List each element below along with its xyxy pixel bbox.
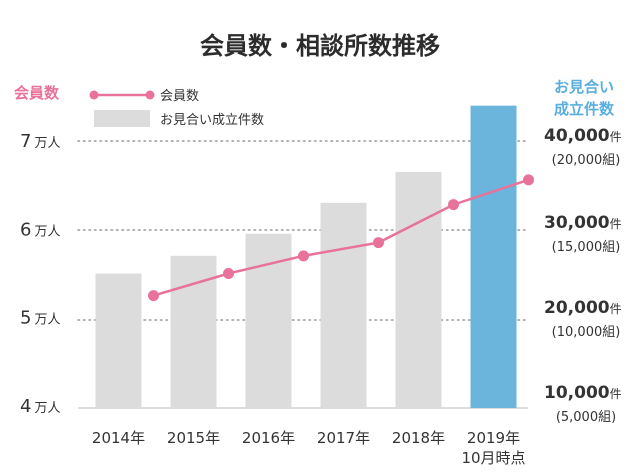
right-tick-label: 40,000件	[544, 126, 622, 146]
x-tick-label: 2018年	[392, 429, 445, 447]
line-point-members-2	[298, 250, 309, 262]
left-axis-title: 会員数	[14, 84, 60, 102]
x-tick-label: 2017年	[317, 429, 370, 447]
legend-line-marker-right	[145, 90, 155, 100]
legend-label-meetings: お見合い成立件数	[160, 113, 264, 128]
right-tick-sublabel: (5,000組)	[556, 410, 616, 425]
line-point-members-0	[148, 290, 159, 302]
legend-bar-swatch	[94, 110, 150, 127]
right-tick-label: 10,000件	[544, 383, 622, 403]
chart-title: 会員数・相談所数推移	[200, 32, 440, 60]
bar-meetings-2	[245, 233, 292, 408]
line-members	[153, 178, 529, 297]
line-point-members-5	[523, 174, 534, 186]
legend-line-marker-left	[89, 90, 99, 100]
right-tick-label: 30,000件	[544, 213, 622, 233]
legend-label-members: 会員数	[160, 89, 199, 104]
left-tick-label: 4 万人	[20, 396, 60, 417]
x-tick-label-sub: 10月時点	[461, 449, 525, 467]
bar-meetings-4	[395, 171, 442, 408]
bar-meetings-3	[320, 202, 367, 408]
line-point-members-1	[223, 268, 234, 279]
x-tick-label: 2015年	[167, 429, 220, 447]
line-point-members-4	[448, 199, 459, 211]
left-tick-label: 7 万人	[20, 131, 60, 152]
right-axis-title-line1: お見合い	[554, 78, 614, 96]
line-point-members-3	[373, 237, 384, 249]
bar-meetings-1	[170, 255, 217, 408]
bar-meetings-5	[470, 105, 517, 409]
x-tick-label: 2016年	[242, 429, 295, 447]
x-tick-label: 2014年	[92, 429, 145, 447]
right-tick-sublabel: (15,000組)	[552, 240, 621, 255]
x-tick-label: 2019年	[467, 429, 520, 447]
right-tick-sublabel: (20,000組)	[552, 153, 621, 168]
right-tick-sublabel: (10,000組)	[552, 325, 621, 340]
right-tick-label: 20,000件	[544, 298, 622, 318]
bar-meetings-0	[95, 273, 142, 408]
right-axis-title-line2: 成立件数	[554, 100, 615, 118]
left-tick-label: 5 万人	[20, 308, 60, 329]
left-tick-label: 6 万人	[20, 219, 60, 240]
